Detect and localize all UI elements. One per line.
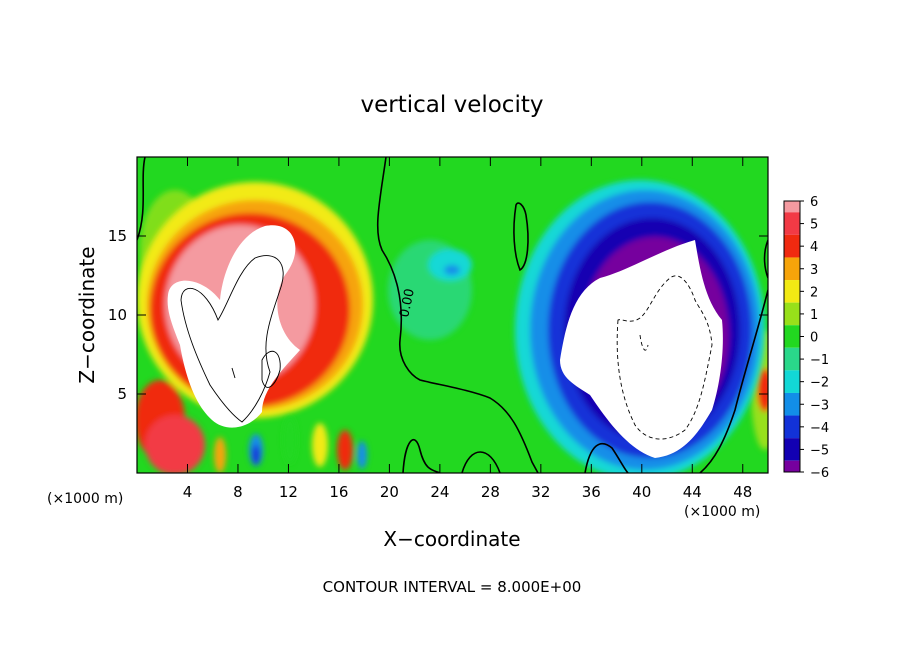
- colorbar-label: −3: [810, 398, 829, 413]
- downdraft-contour: [616, 275, 713, 440]
- zero-contour-bump: [402, 438, 441, 473]
- colorbar-label: 3: [810, 263, 818, 278]
- colorbar-swatch: [784, 201, 800, 213]
- x-tick-label: 4: [183, 483, 193, 501]
- field-orange-right: [757, 368, 768, 412]
- x-tick-label: 24: [430, 483, 449, 501]
- x-axis-label: X−coordinate: [383, 527, 520, 551]
- zero-contour-loop: [513, 202, 529, 272]
- y-tick-label: 5: [117, 385, 127, 403]
- colorbar-swatch: [784, 460, 800, 472]
- y-tick-label: 10: [108, 306, 127, 324]
- colorbar-label: −6: [810, 466, 829, 481]
- colorbar: 6 5 4 3 2 1 0 −1 −2 −3 −4 −5 −6: [783, 195, 829, 481]
- colorbar-swatch: [784, 325, 800, 348]
- zero-contour-central: [376, 157, 539, 473]
- heatmap-field: 0.00: [137, 157, 768, 473]
- x-axis-ticks: 4 8 12 16 20 24 28 32 36 40 44 48: [183, 157, 752, 501]
- x-tick-label: 44: [683, 483, 702, 501]
- y-tick-label: 15: [108, 227, 127, 245]
- colorbar-label: 6: [810, 195, 818, 210]
- x-tick-label: 48: [733, 483, 752, 501]
- zero-contour-bump2: [461, 451, 501, 473]
- colorbar-swatch: [784, 347, 800, 371]
- x-unit-label: (×1000 m): [684, 504, 760, 520]
- x-tick-label: 28: [481, 483, 500, 501]
- x-tick-label: 16: [329, 483, 348, 501]
- colorbar-label: 1: [810, 308, 818, 323]
- contour-lines: [137, 157, 768, 473]
- colorbar-swatch: [784, 302, 800, 326]
- colorbar-label: 2: [810, 285, 818, 300]
- colorbar-label: −5: [810, 443, 829, 458]
- x-tick-label: 20: [380, 483, 399, 501]
- colorbar-swatch: [784, 370, 800, 393]
- zero-contour-west: [137, 157, 146, 241]
- zero-contour-downdraft-left: [584, 442, 629, 473]
- x-tick-label: 8: [233, 483, 243, 501]
- x-tick-label: 32: [531, 483, 550, 501]
- downdraft-core: [560, 240, 723, 458]
- updraft-base-streaks: [214, 416, 367, 473]
- field-blue-spot: [444, 265, 460, 275]
- colorbar-swatch: [784, 257, 800, 281]
- colorbar-label: 4: [810, 240, 818, 255]
- colorbar-label: −1: [810, 353, 829, 368]
- colorbar-label: −4: [810, 421, 829, 436]
- footer-contour-interval: CONTOUR INTERVAL = 8.000E+00: [323, 578, 582, 596]
- chart-title: vertical velocity: [361, 92, 544, 118]
- updraft-core: [167, 225, 300, 428]
- x-tick-label: 12: [279, 483, 298, 501]
- contour-label: 0.00: [397, 287, 418, 318]
- x-tick-label: 40: [632, 483, 651, 501]
- colorbar-label: 5: [810, 218, 818, 233]
- field-cyan-patch: [428, 249, 472, 281]
- x-tick-label: 36: [582, 483, 601, 501]
- colorbar-label: −2: [810, 376, 829, 391]
- colorbar-swatch: [784, 280, 800, 303]
- colorbar-label: 0: [810, 331, 818, 346]
- colorbar-swatch: [784, 415, 800, 439]
- updraft-contour: [180, 255, 284, 423]
- zero-contour-east: [763, 239, 768, 279]
- colorbar-swatch: [784, 212, 800, 235]
- colorbar-swatch: [784, 234, 800, 258]
- z-unit-label: (×1000 m): [47, 491, 123, 507]
- colorbar-swatch: [784, 392, 800, 416]
- y-axis-ticks: 5 10 15: [108, 227, 768, 403]
- colorbar-swatch: [784, 438, 800, 461]
- zero-contour-downdraft-right: [699, 289, 768, 473]
- y-axis-label: Z−coordinate: [75, 246, 99, 383]
